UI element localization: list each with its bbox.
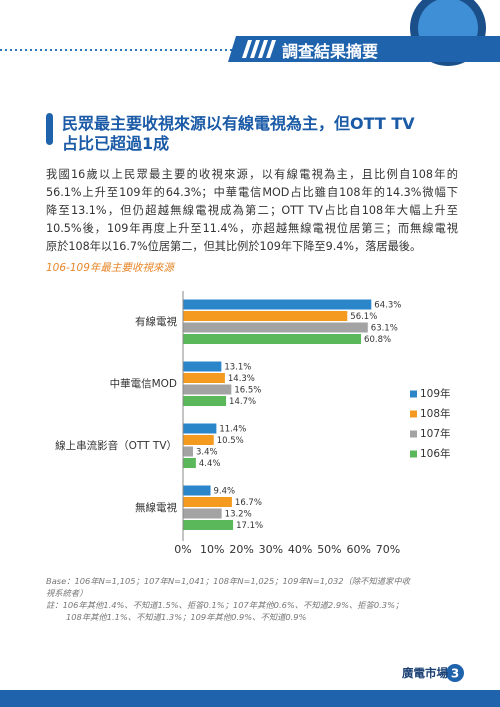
- value-label: 64.3%: [374, 300, 401, 310]
- value-label: 11.4%: [219, 424, 246, 434]
- legend-swatch: [410, 390, 417, 398]
- note-line: 註：106年其他1.4%、不知道1.5%、拒答0.1%；107年其他0.6%、不…: [46, 600, 404, 610]
- bar: [183, 435, 214, 445]
- body-line: 10.5%後，109年再度上升至11.4%，亦超越無線電視位居第三；而無線電視: [46, 222, 458, 235]
- value-label: 4.4%: [199, 459, 221, 469]
- bar: [183, 373, 225, 383]
- body-line: 56.1%上升至109年的64.3%；中華電信MOD占比雖自108年的14.3%…: [46, 186, 458, 199]
- value-label: 14.7%: [229, 397, 256, 407]
- value-label: 17.1%: [236, 521, 263, 531]
- x-tick-label: 0%: [174, 543, 191, 556]
- value-label: 56.1%: [350, 312, 377, 322]
- note-line: Base：106年N=1,105；107年N=1,041；108年N=1,025…: [46, 576, 410, 586]
- value-label: 13.2%: [225, 509, 252, 519]
- category-label: 無線電視: [135, 501, 177, 514]
- note-line: 視系統者）: [46, 588, 88, 598]
- legend-label: 108年: [420, 407, 451, 420]
- bar: [183, 497, 232, 507]
- category-label: 有線電視: [135, 315, 177, 328]
- chart-title: 106-109年最主要收視來源: [46, 262, 174, 274]
- legend-swatch: [410, 450, 417, 458]
- value-label: 16.5%: [234, 385, 261, 395]
- category-label: 線上串流影音（OTT TV）: [55, 439, 177, 452]
- heading-line: 占比已超過1成: [62, 134, 170, 153]
- bar: [183, 508, 222, 519]
- page-badge: [446, 664, 464, 682]
- note-line: 108年其他1.1%、不知道1.3%；109年其他0.9%、不知道0.9%: [66, 612, 307, 622]
- header-title: 調查結果摘要: [282, 42, 379, 61]
- value-label: 63.1%: [371, 323, 398, 333]
- value-label: 9.4%: [214, 486, 236, 496]
- body-line: 我國16歲以上民眾最主要的收視來源，以有線電視為主，且比例自108年的: [46, 168, 458, 181]
- legend-label: 109年: [420, 387, 451, 400]
- x-tick-label: 60%: [346, 543, 370, 556]
- body-line: 原於108年以16.7%位居第二，但其比例於109年下降至9.4%，落居最後。: [46, 240, 422, 253]
- banner: [228, 36, 500, 62]
- bar: [183, 485, 211, 496]
- bar: [183, 322, 368, 333]
- bar: [183, 361, 222, 372]
- x-tick-label: 30%: [259, 543, 283, 556]
- value-label: 14.3%: [228, 374, 255, 384]
- x-tick-label: 70%: [376, 543, 400, 556]
- bar: [183, 384, 232, 395]
- x-tick-label: 20%: [229, 543, 253, 556]
- x-tick-label: 10%: [200, 543, 224, 556]
- bar: [183, 311, 348, 321]
- category-label: 中華電信MOD: [110, 377, 177, 390]
- footer-label: 廣電市場: [402, 666, 448, 680]
- heading-line: 民眾最主要收視來源以有線電視為主，但OTT TV: [62, 114, 415, 133]
- value-label: 13.1%: [224, 362, 251, 372]
- value-label: 16.7%: [235, 498, 262, 508]
- value-label: 3.4%: [196, 447, 218, 457]
- bar: [183, 446, 193, 457]
- footer-bar: [0, 690, 500, 707]
- bar: [183, 520, 234, 530]
- value-label: 60.8%: [364, 335, 391, 345]
- legend-label: 107年: [420, 427, 451, 440]
- bar: [183, 334, 362, 344]
- legend-swatch: [410, 430, 417, 438]
- banner-stripes: [242, 40, 276, 58]
- bar: [183, 299, 372, 310]
- heading-bar: [46, 113, 53, 145]
- body-line: 降至13.1%，但仍超越無線電視成為第二；OTT TV占比自108年大幅上升至: [46, 204, 458, 217]
- bar: [183, 458, 196, 468]
- bar: [183, 423, 217, 434]
- x-tick-label: 40%: [288, 543, 312, 556]
- page-number: 3: [451, 667, 459, 681]
- legend-swatch: [410, 410, 417, 418]
- bar: [183, 396, 227, 406]
- value-label: 10.5%: [217, 436, 244, 446]
- x-tick-label: 50%: [317, 543, 341, 556]
- legend-label: 106年: [420, 447, 451, 460]
